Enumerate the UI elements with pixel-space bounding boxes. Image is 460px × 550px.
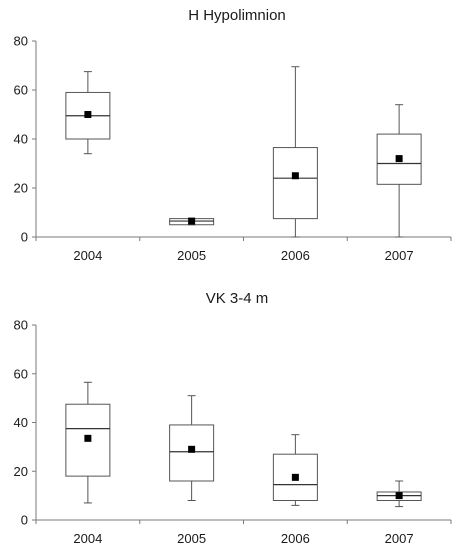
- x-tick-label: 2007: [385, 531, 414, 546]
- box-iqr: [169, 424, 215, 482]
- box-plot-2007: [376, 480, 422, 508]
- y-tick-label: 60: [14, 83, 28, 98]
- box-plot-2007: [376, 104, 422, 238]
- y-tick-label: 0: [21, 230, 28, 245]
- mean-marker: [188, 217, 196, 225]
- y-tick-label: 80: [14, 318, 28, 333]
- y-tick-label: 0: [21, 513, 28, 528]
- y-tick-label: 20: [14, 181, 28, 196]
- mean-marker: [395, 155, 403, 163]
- x-tick-label: 2004: [73, 248, 102, 263]
- mean-marker: [84, 434, 92, 442]
- mean-marker: [291, 172, 299, 180]
- mean-marker: [188, 445, 196, 453]
- mean-marker: [291, 473, 299, 481]
- panel-1-title: H Hypolimnion: [188, 7, 286, 24]
- y-tick-label: 60: [14, 366, 28, 381]
- x-tick-label: 2005: [177, 531, 206, 546]
- x-tick-label: 2005: [177, 248, 206, 263]
- panel-1: H Hypolimnion 0 20 40 60 80 2004 2005 2006 2007: [14, 7, 452, 263]
- y-tick-label: 20: [14, 464, 28, 479]
- box-plot-2006: [272, 434, 318, 506]
- panel-2-title: VK 3-4 m: [206, 290, 269, 307]
- x-tick-label: 2006: [281, 248, 310, 263]
- box-iqr: [65, 403, 111, 477]
- box-plot-2006: [272, 66, 318, 238]
- y-tick-label: 80: [14, 34, 28, 49]
- box-iqr: [272, 147, 318, 220]
- x-tick-label: 2007: [385, 248, 414, 263]
- box-plot-2004: [65, 381, 111, 504]
- y-tick-label: 40: [14, 132, 28, 147]
- x-tick-label: 2006: [281, 531, 310, 546]
- y-tick-label: 40: [14, 415, 28, 430]
- x-tick-label: 2004: [73, 531, 102, 546]
- panel-2: VK 3-4 m 0 20 40 60 80 2004 2005 2006 2007: [14, 290, 452, 546]
- box-plot-2004: [65, 71, 111, 155]
- mean-marker: [395, 492, 403, 500]
- box-plot-2005: [169, 217, 215, 226]
- box-plot-2005: [169, 395, 215, 501]
- mean-marker: [84, 111, 92, 118]
